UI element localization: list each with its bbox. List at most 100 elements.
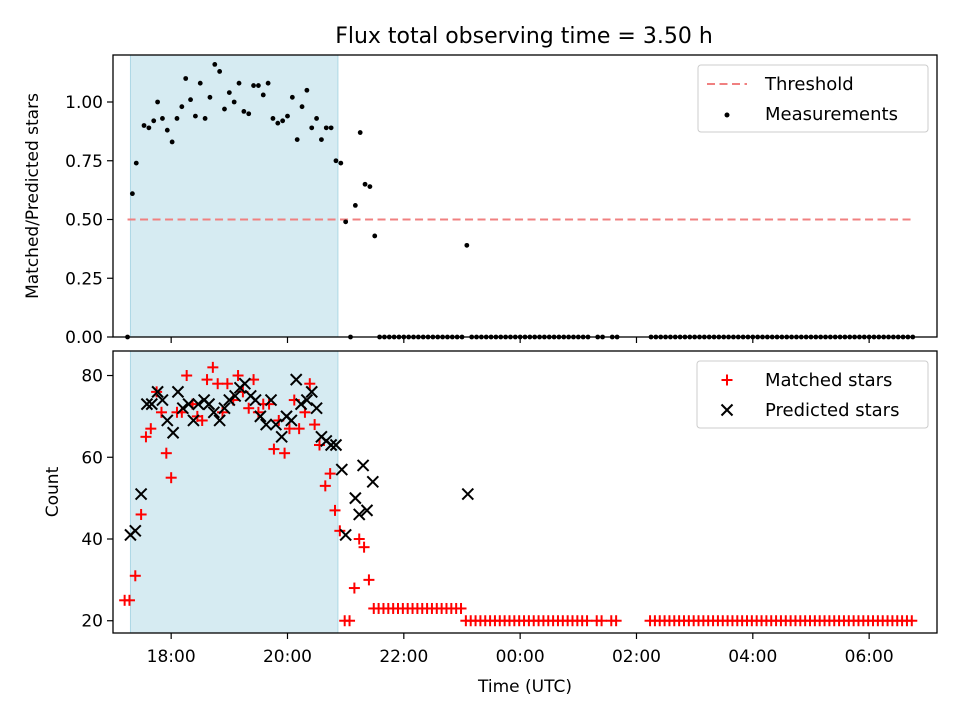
predicted-star-point: [207, 406, 221, 419]
bottom-y-ticks: 20 40 60 80: [81, 367, 113, 632]
matched-star-point: [334, 525, 346, 537]
x-tick-label: 22:00: [379, 647, 428, 667]
legend-label-matched: Matched stars: [765, 370, 892, 391]
matched-star-point: [123, 594, 135, 606]
measurement-point: [352, 203, 358, 208]
predicted-star-point: [329, 438, 343, 452]
x-tick-label: 06:00: [845, 647, 894, 667]
top-legend-box: [697, 64, 929, 133]
measurement-point: [169, 139, 175, 145]
predicted-legend-swatch: [720, 403, 734, 417]
predicted-star-point: [310, 402, 323, 415]
measurement-point: [362, 181, 368, 187]
measurement-point: [338, 160, 344, 166]
predicted-star-point: [461, 487, 475, 501]
matched-star-point: [207, 361, 219, 373]
measurement-point: [133, 160, 139, 166]
measurement-point: [183, 76, 189, 81]
matched-star-point: [252, 406, 264, 418]
predicted-star-point: [171, 385, 185, 399]
measurement-point: [179, 104, 185, 110]
measurement-point: [226, 90, 232, 95]
measurement-point: [294, 137, 300, 143]
measurement-point: [343, 219, 349, 225]
matched-star-point: [232, 370, 244, 382]
x-tick-label: 00:00: [496, 647, 545, 667]
predicted-star-point: [249, 393, 262, 407]
matched-star-point: [304, 378, 316, 390]
matched-star-point: [344, 615, 356, 627]
measurement-point: [174, 116, 180, 121]
predicted-star-point: [285, 414, 298, 427]
matched-star-point: [581, 615, 593, 627]
measurement-point: [367, 184, 373, 190]
measurement-point: [217, 69, 223, 74]
predicted-star-point: [335, 463, 348, 476]
measurement-point: [357, 130, 363, 135]
measurement-point: [256, 83, 261, 88]
top-y-axis-label: Matched/Predicted stars: [23, 93, 43, 299]
measurement-point: [260, 92, 266, 98]
observing-span-shade: [129, 54, 339, 338]
measurement-point: [319, 137, 324, 143]
top-x-ticks: [170, 337, 870, 343]
predicted-star-point: [223, 393, 236, 407]
bottom-y-axis-label: Count: [43, 466, 63, 517]
predicted-star-point: [140, 397, 154, 411]
predicted-star-point: [349, 491, 362, 505]
y-tick-label: 40: [81, 530, 103, 550]
predicted-star-point: [134, 487, 148, 501]
matched-star-point: [268, 443, 280, 455]
bottom-legend-box: [696, 360, 929, 429]
predicted-star-point: [300, 393, 314, 407]
predicted-star-point: [192, 397, 205, 411]
predicted-star-point: [228, 389, 242, 403]
matched-star-point: [353, 533, 365, 545]
x-tick-label: 04:00: [728, 647, 777, 667]
matched-star-point: [160, 447, 172, 459]
predicted-star-point: [238, 377, 252, 390]
predicted-star-point: [339, 528, 352, 542]
predicted-star-point: [151, 385, 164, 399]
measurement-point: [241, 109, 247, 114]
y-tick-label: 0.75: [65, 152, 103, 172]
matched-star-point: [455, 602, 467, 614]
measurement-point: [289, 94, 295, 100]
observing-span-shade: [129, 350, 339, 634]
bottom-legend: Matched stars Predicted stars: [696, 360, 929, 429]
measurement-point: [251, 83, 256, 88]
y-tick-label: 0.25: [65, 269, 103, 289]
x-tick-label: 18:00: [147, 647, 196, 667]
matched-star-point: [135, 508, 147, 520]
matched-star-point: [243, 402, 255, 414]
matched-star-point: [906, 615, 918, 627]
predicted-star-point: [294, 397, 308, 411]
predicted-star-point: [254, 410, 267, 423]
bottom-axes: 20 40 60 80 18:00 20:00 22:00 00:00 02:00 04:00 0…: [43, 350, 938, 697]
matched-star-point: [279, 447, 291, 459]
matched-star-point: [283, 423, 295, 435]
legend-label-predicted: Predicted stars: [765, 400, 899, 421]
matched-star-point: [324, 468, 336, 480]
predicted-star-point: [366, 475, 380, 488]
predicted-star-point: [324, 438, 338, 452]
predicted-star-point: [156, 393, 169, 407]
predicted-star-point: [187, 414, 200, 427]
matched-legend-swatch: [721, 374, 733, 386]
matched-star-point: [221, 378, 233, 390]
matched-star-point: [263, 398, 275, 410]
measurement-point: [299, 104, 305, 110]
matched-star-point: [610, 615, 622, 627]
measurement-point: [160, 116, 165, 121]
predicted-star-point: [176, 402, 190, 415]
measurement-point: [265, 80, 271, 86]
predicted-star-point: [305, 385, 318, 399]
measurements-legend-swatch: [724, 112, 730, 118]
predicted-star-point: [166, 426, 180, 439]
matched-star-point: [596, 615, 608, 627]
measurement-point: [197, 80, 203, 86]
measurement-point: [129, 191, 135, 197]
measurement-point: [328, 125, 334, 131]
y-tick-label: 0.00: [65, 328, 103, 348]
